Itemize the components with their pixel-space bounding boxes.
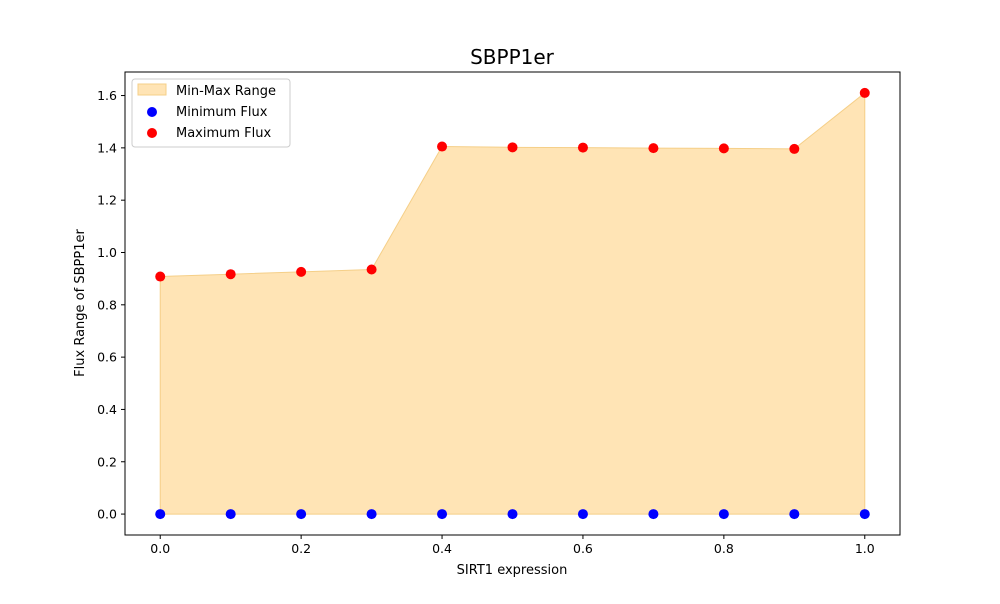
points-layer	[155, 87, 870, 520]
x-tick-label: 1.0	[855, 541, 875, 556]
y-tick-label: 1.0	[97, 245, 117, 260]
y-tick-label: 0.6	[97, 350, 117, 365]
legend-marker-minimum-flux	[147, 107, 157, 117]
legend-swatch-min-max-range	[137, 83, 167, 96]
chart-title: SBPP1er	[470, 45, 555, 69]
y-tick-label: 1.4	[97, 140, 117, 155]
minimum-flux-point	[437, 509, 448, 520]
minimum-flux-point	[225, 509, 236, 520]
maximum-flux-point	[155, 271, 166, 282]
maximum-flux-point	[789, 143, 800, 154]
maximum-flux-point	[507, 142, 518, 153]
minimum-flux-point	[789, 509, 800, 520]
maximum-flux-point	[225, 269, 236, 280]
legend: Min-Max Range Minimum Flux Maximum Flux	[131, 78, 291, 148]
minimum-flux-point	[507, 509, 518, 520]
y-tick-label: 0.0	[97, 507, 117, 522]
maximum-flux-point	[577, 142, 588, 153]
plot-frame	[124, 71, 901, 536]
y-tick-label: 0.8	[97, 297, 117, 312]
minimum-flux-point	[155, 509, 166, 520]
x-tick-label: 0.4	[432, 541, 452, 556]
y-tick-label: 1.6	[97, 88, 117, 103]
maximum-flux-point	[718, 143, 729, 154]
legend-label-minimum-flux: Minimum Flux	[176, 105, 268, 120]
x-axis: 0.0 0.2 0.4 0.6 0.8 1.0	[150, 535, 875, 556]
minimum-flux-point	[577, 509, 588, 520]
maximum-flux-point	[437, 141, 448, 152]
legend-label-min-max-range: Min-Max Range	[176, 84, 276, 99]
x-tick-label: 0.6	[573, 541, 593, 556]
maximum-flux-point	[296, 266, 307, 277]
legend-box	[131, 78, 291, 148]
y-tick-label: 0.4	[97, 402, 117, 417]
x-axis-label: SIRT1 expression	[457, 563, 568, 578]
maximum-flux-point	[648, 143, 659, 154]
legend-marker-maximum-flux	[147, 128, 157, 138]
y-axis: 0.0 0.2 0.4 0.6 0.8 1.0 1.2 1.4 1.6	[97, 88, 125, 522]
minimum-flux-point	[718, 509, 729, 520]
x-tick-label: 0.8	[714, 541, 734, 556]
y-axis-label: Flux Range of SBPP1er	[73, 229, 88, 377]
maximum-flux-point	[859, 87, 870, 98]
legend-label-maximum-flux: Maximum Flux	[176, 126, 272, 141]
minimum-flux-point	[648, 509, 659, 520]
x-tick-label: 0.2	[291, 541, 311, 556]
minimum-flux-point	[859, 509, 870, 520]
maximum-flux-point	[366, 264, 377, 275]
minimum-flux-point	[366, 509, 377, 520]
minimum-flux-point	[296, 509, 307, 520]
x-tick-label: 0.0	[150, 541, 170, 556]
y-tick-label: 0.2	[97, 454, 117, 469]
y-tick-label: 1.2	[97, 193, 117, 208]
